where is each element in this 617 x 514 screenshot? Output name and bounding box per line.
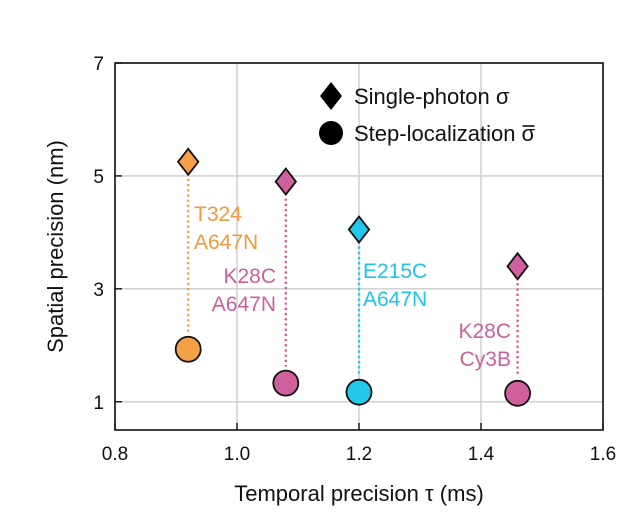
y-tick-label: 7 [93, 54, 104, 75]
x-axis-label: Temporal precision τ (ms) [234, 481, 484, 506]
diamond-k28c-cy3b [506, 251, 529, 281]
point-labels: T324 A647N K28C A647N E215C A647N K28C Cy3B [194, 203, 511, 371]
x-tick-label: 1.4 [468, 444, 495, 465]
diamond-t324-a647n [176, 147, 200, 177]
label-e215c-a647n: E215C A647N [363, 260, 427, 311]
label-line: E215C [363, 260, 427, 283]
label-k28c-a647n: K28C A647N [212, 265, 276, 316]
label-k28c-cy3b: K28C Cy3B [458, 320, 511, 371]
legend-label-step-localization: Step-localization σ [354, 121, 536, 146]
data-marks [174, 147, 531, 407]
connector-lines [186, 178, 519, 377]
legend-circle-marker [319, 121, 343, 145]
circle-k28c-cy3b [504, 379, 531, 407]
circle-e215c-a647n [345, 378, 373, 406]
x-tick-label: 0.8 [102, 444, 128, 465]
circle-t324-a647n [174, 335, 202, 363]
x-axis-ticks: 0.8 1.0 1.2 1.4 1.6 [102, 423, 616, 465]
label-t324-a647n: T324 A647N [194, 203, 258, 254]
legend-label-text: Step-localization [354, 121, 522, 146]
x-tick-label: 1.0 [224, 444, 250, 465]
label-line: A647N [212, 293, 276, 316]
y-tick-label: 3 [93, 280, 104, 301]
diamond-k28c-a647n [274, 167, 298, 197]
y-tick-label: 5 [93, 167, 104, 188]
legend-label-single-photon: Single-photon σ [354, 84, 510, 109]
diamond-e215c-a647n [347, 215, 371, 245]
label-line: A647N [194, 231, 258, 254]
circle-k28c-a647n [272, 369, 300, 397]
label-line: K28C [223, 265, 276, 288]
label-line: Cy3B [460, 348, 511, 371]
label-line: A647N [363, 288, 427, 311]
label-line: K28C [458, 320, 511, 343]
legend-label-symbol: σ [522, 121, 536, 146]
legend: Single-photon σ Step-localization σ [319, 82, 536, 146]
x-tick-label: 1.6 [590, 444, 616, 465]
label-line: T324 [194, 203, 242, 226]
y-axis-ticks: 1 3 5 7 [93, 54, 122, 414]
y-axis-label: Spatial precision (nm) [43, 140, 68, 353]
legend-diamond-marker [320, 82, 342, 110]
x-tick-label: 1.2 [346, 444, 372, 465]
y-tick-label: 1 [93, 393, 104, 414]
